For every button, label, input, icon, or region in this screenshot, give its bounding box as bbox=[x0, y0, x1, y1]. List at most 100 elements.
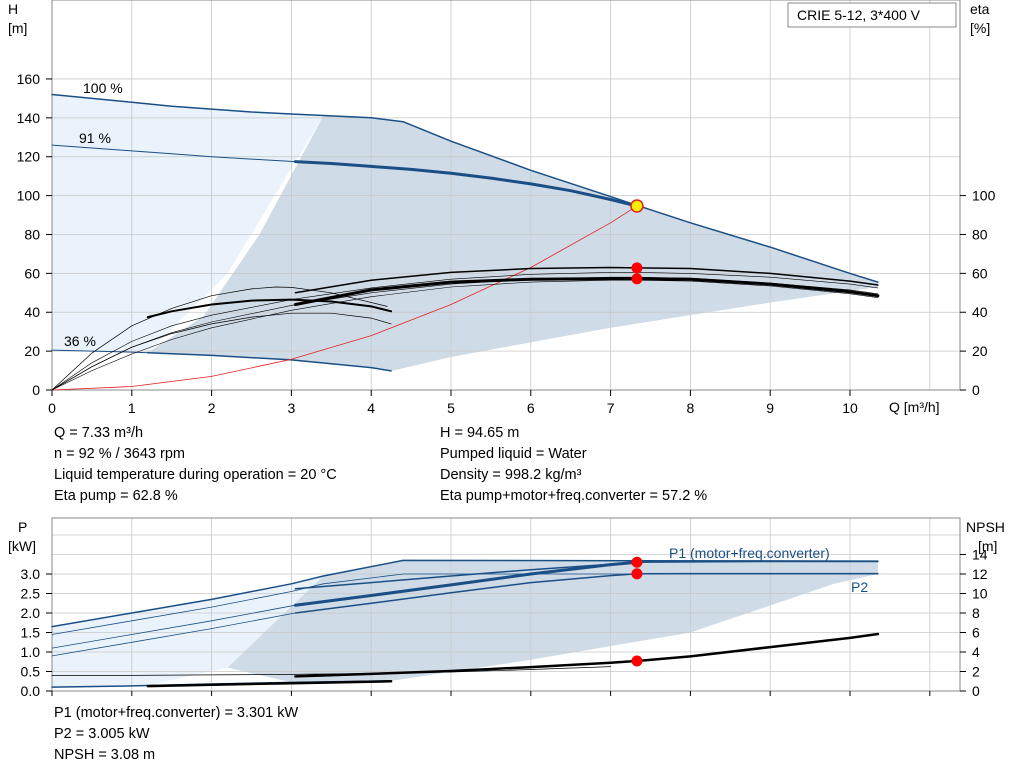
y-axis-unit-power: [kW] bbox=[8, 538, 36, 554]
x-tick-label: 0 bbox=[48, 400, 56, 416]
y-tick-label-right: 12 bbox=[972, 566, 988, 582]
series-line-npsh-low bbox=[146, 680, 393, 688]
operating-point-head bbox=[630, 199, 644, 213]
y-tick-label-left: 20 bbox=[24, 343, 40, 359]
y-tick-label-left: 0.5 bbox=[21, 664, 41, 680]
y-tick-label-left: 0 bbox=[32, 382, 40, 398]
info-p1: P1 (motor+freq.converter) = 3.301 kW bbox=[54, 705, 299, 721]
info-npsh: NPSH = 3.08 m bbox=[54, 747, 156, 763]
series-line-head-91-op bbox=[293, 160, 639, 208]
y-tick-label-left: 2.5 bbox=[21, 586, 41, 602]
model-label: CRIE 5-12, 3*400 V bbox=[797, 7, 921, 23]
x-tick-label: 6 bbox=[527, 400, 535, 416]
y-tick-label-left: 140 bbox=[17, 110, 41, 126]
power-plot-frame bbox=[51, 517, 961, 692]
y-axis-unit-head: [m] bbox=[8, 20, 27, 36]
x-tick-label: 10 bbox=[842, 400, 858, 416]
y-tick-label-left: 1.0 bbox=[21, 644, 41, 660]
y-tick-label-right: 8 bbox=[972, 605, 980, 621]
dark-power-region bbox=[227, 560, 878, 683]
series-line-eta-thin-c bbox=[51, 279, 879, 391]
x-tick-label: 3 bbox=[288, 400, 296, 416]
power-operating-points bbox=[631, 556, 643, 667]
series-line-p-100-thin bbox=[51, 573, 879, 635]
info-head: H = 94.65 m bbox=[440, 425, 520, 441]
series-line-system-curve bbox=[51, 205, 638, 391]
model-label-box bbox=[787, 2, 957, 28]
head-efficiency-plot: 0 1 2 3 4 5 6 7 8 9 100204060801001201401600204060… bbox=[8, 0, 996, 416]
head-plot-ticks: 0 1 2 3 4 5 6 7 8 9 100204060801001201401600204060… bbox=[17, 71, 996, 416]
upper-info-left: Q = 7.33 m³/h n = 92 % / 3643 rpm Liquid… bbox=[54, 423, 337, 507]
series-line-p-100-upper bbox=[51, 559, 879, 628]
speed-label-100: 100 % bbox=[83, 80, 123, 96]
y-axis-label-npsh: NPSH bbox=[966, 519, 1005, 535]
y-axis-unit-npsh: [m] bbox=[978, 538, 997, 554]
series-line-p-91-thin bbox=[51, 604, 296, 649]
y-tick-label-left: 100 bbox=[17, 188, 41, 204]
series-line-eta-thin-b bbox=[51, 272, 879, 391]
y-tick-label-right: 100 bbox=[972, 188, 996, 204]
series-line-head-36-op bbox=[147, 351, 392, 372]
operating-point-p1 bbox=[631, 556, 643, 568]
operating-point-eta-total bbox=[631, 273, 643, 285]
info-p2: P2 = 3.005 kW bbox=[54, 726, 150, 742]
speed-label-91: 91 % bbox=[79, 130, 111, 146]
speed-label-36: 36 % bbox=[64, 333, 96, 349]
x-tick-label: 7 bbox=[607, 400, 615, 416]
y-tick-label-right: 14 bbox=[972, 547, 988, 563]
y-tick-label-left: 40 bbox=[24, 304, 40, 320]
operating-point-eta-pump bbox=[631, 262, 643, 274]
series-line-eta-total-op bbox=[293, 277, 880, 306]
y-tick-label-left: 120 bbox=[17, 149, 41, 165]
x-tick-label: 4 bbox=[367, 400, 375, 416]
y-tick-label-right: 0 bbox=[972, 382, 980, 398]
power-plot-ticks: 0.0 0.5 1.0 1.5 2.0 2.5 3.0 0 2 4 6 8 10 12 14 bbox=[21, 547, 988, 700]
y-tick-label-left: 80 bbox=[24, 226, 40, 242]
y-tick-label-left: 2.0 bbox=[21, 605, 41, 621]
series-line-head-36 bbox=[51, 349, 149, 354]
info-eta-pump: Eta pump = 62.8 % bbox=[54, 488, 178, 504]
info-speed: n = 92 % / 3643 rpm bbox=[54, 446, 185, 462]
x-tick-label: 5 bbox=[447, 400, 455, 416]
y-tick-label-right: 80 bbox=[972, 226, 988, 242]
series-line-head-91 bbox=[51, 144, 296, 163]
y-axis-label-head: H bbox=[8, 1, 18, 17]
x-tick-label: 1 bbox=[128, 400, 136, 416]
y-tick-label-right: 60 bbox=[972, 265, 988, 281]
info-eta-total: Eta pump+motor+freq.converter = 57.2 % bbox=[440, 488, 708, 504]
y-tick-label-left: 60 bbox=[24, 265, 40, 281]
y-tick-label-right: 6 bbox=[972, 625, 980, 641]
x-tick-label: 2 bbox=[208, 400, 216, 416]
operating-point-p2 bbox=[631, 568, 643, 580]
y-tick-label-right: 10 bbox=[972, 586, 988, 602]
y-axis-unit-eta: [%] bbox=[970, 20, 990, 36]
y-tick-label-right: 40 bbox=[972, 304, 988, 320]
series-line-eta-thin-a bbox=[51, 276, 879, 391]
dark-operating-region bbox=[147, 115, 878, 371]
lower-info: P1 (motor+freq.converter) = 3.301 kW P2 … bbox=[54, 703, 298, 766]
y-tick-label-left: 160 bbox=[17, 71, 41, 87]
info-temperature: Liquid temperature during operation = 20… bbox=[54, 467, 337, 483]
light-power-region bbox=[52, 575, 324, 688]
head-plot-grid bbox=[52, 0, 960, 390]
y-tick-label-left: 0.0 bbox=[21, 683, 41, 699]
y-tick-label-right: 2 bbox=[972, 664, 980, 680]
info-flow: Q = 7.33 m³/h bbox=[54, 425, 144, 441]
upper-info-right: H = 94.65 m Pumped liquid = Water Densit… bbox=[440, 423, 707, 507]
y-tick-label-right: 0 bbox=[972, 683, 980, 699]
y-axis-label-eta: eta bbox=[970, 1, 990, 17]
info-liquid: Pumped liquid = Water bbox=[440, 446, 587, 462]
series-line-p-91-thin-2 bbox=[51, 612, 296, 657]
y-axis-label-power: P bbox=[18, 519, 27, 535]
x-tick-label: 8 bbox=[687, 400, 695, 416]
power-npsh-curves bbox=[51, 559, 880, 688]
info-density: Density = 998.2 kg/m³ bbox=[440, 467, 582, 483]
legend-p2: P2 bbox=[851, 579, 868, 595]
series-line-head-100 bbox=[51, 93, 879, 283]
operating-point-npsh bbox=[631, 655, 643, 667]
series-line-eta-pump-op bbox=[294, 266, 879, 294]
legend-p1: P1 (motor+freq.converter) bbox=[669, 545, 830, 561]
series-line-npsh-thin bbox=[51, 666, 611, 676]
